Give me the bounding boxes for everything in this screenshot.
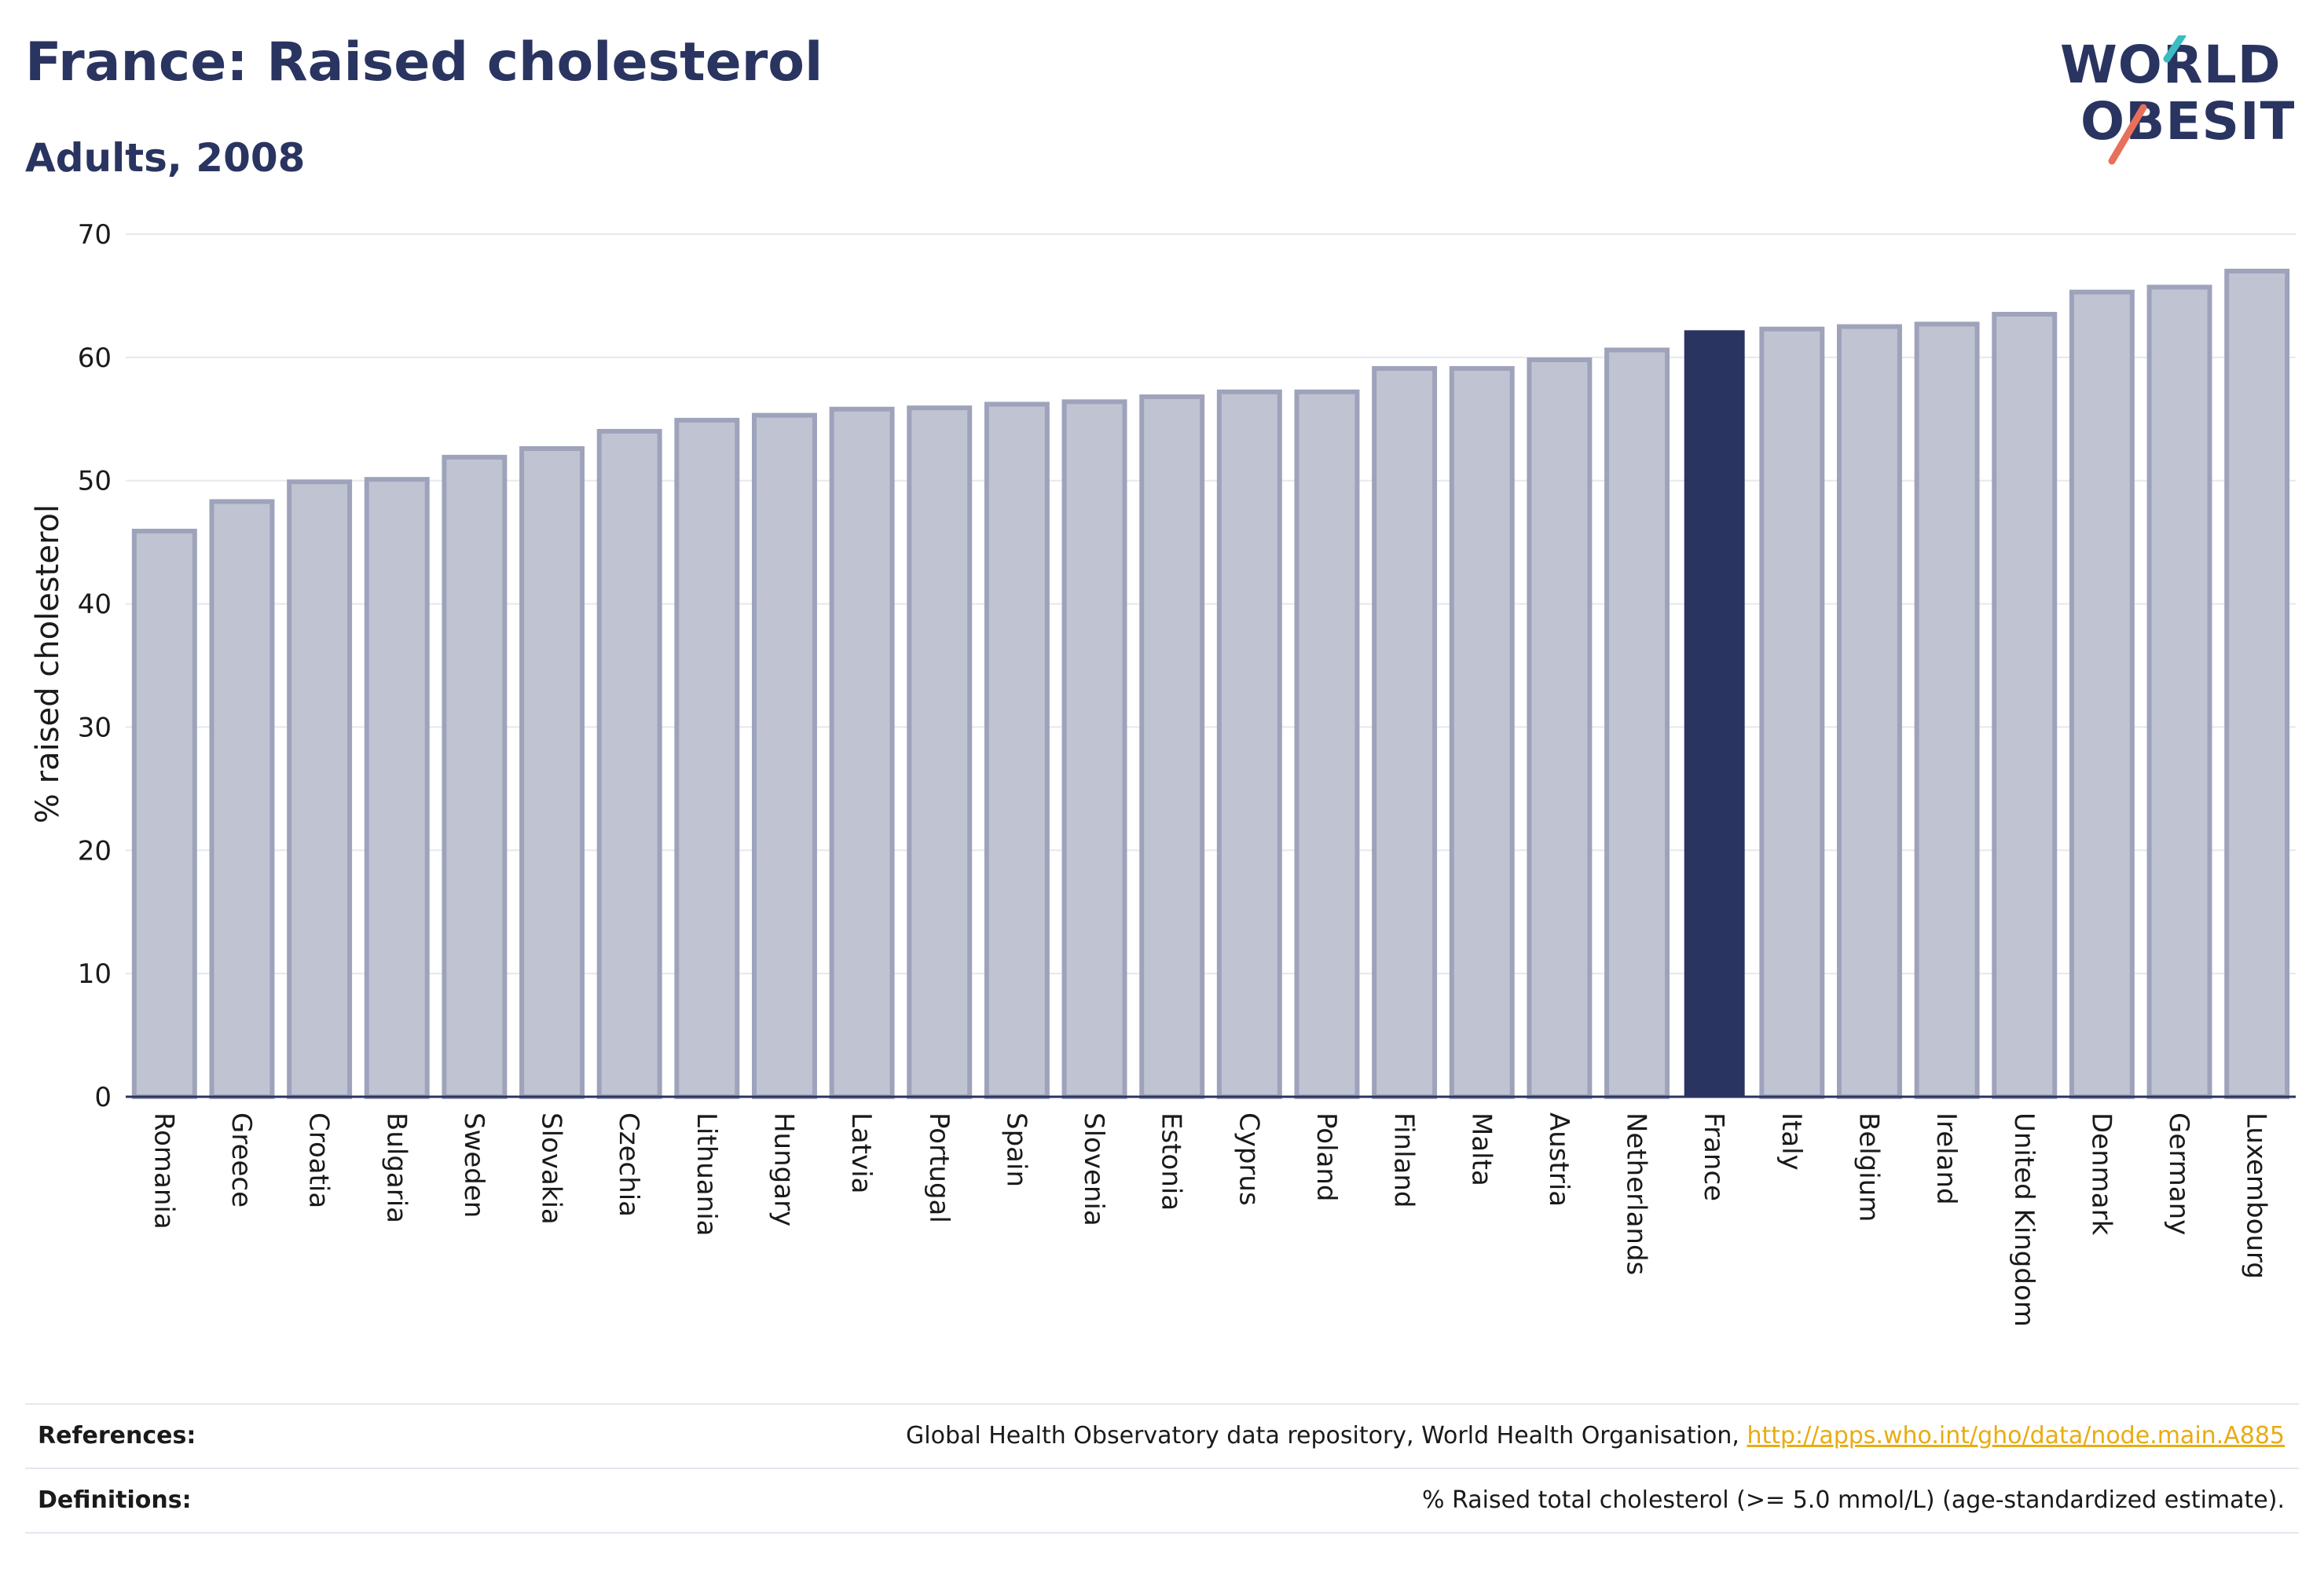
logo-slash-coral (2108, 104, 2147, 165)
bar-united-kingdom (1992, 311, 2058, 1099)
chart-title: France: Raised cholesterol (25, 31, 823, 93)
y-tick-label: 70 (78, 219, 112, 251)
logo-line2: OBESITY (2080, 91, 2294, 152)
bar-slovenia (1061, 399, 1127, 1099)
x-tick-label: Poland (1310, 1112, 1342, 1202)
bar-italy (1759, 326, 1825, 1099)
x-tick-label: Romania (148, 1112, 179, 1230)
y-tick-label: 30 (78, 712, 112, 743)
y-tick-label: 60 (78, 343, 112, 374)
logo-line1: WORLD (2060, 35, 2282, 95)
bar-latvia (829, 406, 895, 1099)
logo-slash-teal (2163, 35, 2187, 63)
y-tick-label: 10 (78, 958, 112, 990)
chart-subtitle: Adults, 2008 (25, 135, 306, 181)
bar-romania (131, 529, 197, 1099)
x-tick-label: Hungary (768, 1112, 799, 1226)
footer-divider (25, 1532, 2299, 1534)
x-tick-label: Latvia (845, 1112, 877, 1194)
bar-slovakia (519, 445, 585, 1099)
definitions-label: Definitions: (38, 1486, 192, 1514)
bar-malta (1449, 365, 1515, 1099)
bar-hungary (751, 412, 817, 1099)
bar-germany (2146, 284, 2212, 1099)
x-tick-label: Italy (1776, 1112, 1807, 1171)
world-obesity-logo: WORLD OBESITY (2060, 35, 2294, 165)
y-tick-label: 40 (78, 589, 112, 621)
x-tick-label: Slovenia (1078, 1112, 1109, 1226)
x-tick-label: Greece (225, 1112, 257, 1208)
bar-netherlands (1604, 347, 1670, 1099)
x-tick-label: United Kingdom (2008, 1112, 2040, 1327)
x-tick-label: Spain (1000, 1112, 1032, 1187)
bar-croatia (287, 479, 353, 1099)
x-tick-label: Netherlands (1621, 1112, 1652, 1275)
definitions-value: % Raised total cholesterol (>= 5.0 mmol/… (1422, 1486, 2285, 1514)
bar-poland (1294, 389, 1360, 1099)
bars (126, 269, 2296, 1100)
references-text: Global Health Observatory data repositor… (906, 1422, 1747, 1450)
x-tick-label: France (1698, 1112, 1729, 1201)
definitions-row: Definitions: % Raised total cholesterol … (25, 1468, 2299, 1534)
references-row: References: Global Health Observatory da… (25, 1403, 2299, 1469)
bar-sweden (442, 454, 508, 1099)
bar-ireland (1914, 321, 1980, 1099)
x-axis-ticks: Romania Greece Croatia Bulgaria Sweden Slovak… (148, 1112, 2271, 1327)
x-tick-label: Denmark (2085, 1112, 2117, 1236)
x-tick-label: Cyprus (1233, 1112, 1264, 1206)
references-label: References: (38, 1422, 196, 1450)
bar-estonia (1139, 394, 1205, 1099)
x-tick-label: Finland (1388, 1112, 1420, 1208)
bar-belgium (1836, 324, 1902, 1099)
bar-portugal (907, 405, 973, 1099)
bar-greece (209, 499, 275, 1099)
references-link[interactable]: http://apps.who.int/gho/data/node.main.A… (1747, 1422, 2285, 1450)
x-tick-label: Croatia (303, 1112, 335, 1208)
x-tick-label: Germany (2163, 1112, 2194, 1235)
x-tick-label: Belgium (1853, 1112, 1884, 1222)
bar-luxembourg (2224, 269, 2290, 1099)
x-tick-label: Slovakia (536, 1112, 567, 1225)
y-tick-label: 50 (78, 466, 112, 497)
x-tick-label: Czechia (613, 1112, 644, 1217)
x-tick-label: Portugal (923, 1112, 955, 1223)
bar-spain (984, 401, 1050, 1099)
y-axis-label: % raised cholesterol (30, 504, 66, 823)
bar-cyprus (1216, 389, 1282, 1099)
x-tick-label: Sweden (458, 1112, 489, 1218)
bar-czechia (596, 428, 662, 1099)
x-tick-label: Lithuania (691, 1112, 722, 1236)
x-tick-label: Austria (1543, 1112, 1574, 1207)
bar-denmark (2069, 289, 2135, 1099)
x-tick-label: Malta (1465, 1112, 1497, 1186)
bar-bulgaria (364, 477, 430, 1099)
x-tick-label: Bulgaria (380, 1112, 412, 1223)
x-tick-label: Luxembourg (2241, 1112, 2272, 1279)
y-tick-label: 0 (94, 1082, 112, 1113)
bar-france (1684, 330, 1745, 1097)
references-value: Global Health Observatory data repositor… (906, 1422, 2285, 1450)
x-tick-label: Estonia (1156, 1112, 1187, 1211)
bar-finland (1372, 365, 1438, 1099)
bar-austria (1527, 357, 1593, 1100)
bar-chart: 0 10 20 30 40 50 60 70 Romania Greece Croatia Bulg… (30, 219, 2296, 1327)
y-tick-label: 20 (78, 835, 112, 867)
y-axis-ticks: 0 10 20 30 40 50 60 70 (78, 219, 112, 1113)
bar-lithuania (674, 417, 740, 1099)
x-tick-label: Ireland (1930, 1112, 1962, 1205)
